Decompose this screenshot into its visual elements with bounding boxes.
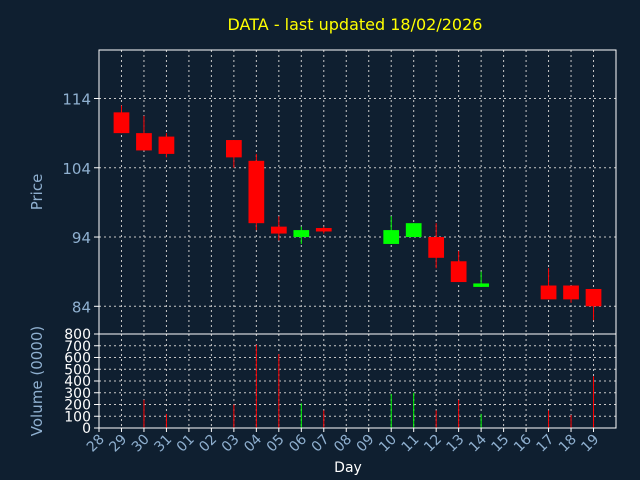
volume-tick-label: 800 xyxy=(64,327,91,343)
price-tick-label: 104 xyxy=(62,160,91,178)
candle-body xyxy=(136,133,152,151)
candle-body xyxy=(563,285,579,300)
day-tick-label: 16 xyxy=(511,431,535,455)
volume-tick-label: 600 xyxy=(64,351,91,367)
candle-body xyxy=(248,160,265,224)
candle-body xyxy=(585,288,602,307)
price-tick-label: 84 xyxy=(72,298,91,316)
day-tick-label: 18 xyxy=(556,432,580,456)
day-tick-label: 03 xyxy=(219,432,243,456)
candle-body xyxy=(428,237,445,258)
day-tick-label: 29 xyxy=(106,432,130,456)
day-tick-label: 19 xyxy=(578,432,602,456)
volume-tick-label: 200 xyxy=(64,398,91,414)
day-tick-label: 10 xyxy=(376,432,400,456)
day-tick-label: 01 xyxy=(174,432,198,456)
volume-tick-label: 400 xyxy=(64,374,91,390)
price-axis-label: Price xyxy=(28,174,46,211)
volume-tick-label: 700 xyxy=(64,339,91,355)
volume-tick-label: 0 xyxy=(82,421,91,437)
price-tick-label: 114 xyxy=(62,90,91,108)
x-axis-label: Day xyxy=(334,460,362,476)
candle-body xyxy=(383,230,400,244)
candle-body xyxy=(293,230,310,238)
volume-tick-label: 100 xyxy=(64,409,91,425)
day-tick-label: 04 xyxy=(241,431,265,455)
day-tick-label: 14 xyxy=(466,431,490,455)
day-tick-label: 13 xyxy=(444,432,468,456)
day-tick-label: 07 xyxy=(309,432,333,456)
candle-body xyxy=(450,261,467,283)
day-tick-label: 02 xyxy=(196,432,220,456)
day-tick-label: 06 xyxy=(286,431,310,455)
candle-body xyxy=(158,136,175,154)
candle-body xyxy=(113,112,130,134)
chart-title: DATA - last updated 18/02/2026 xyxy=(228,15,483,34)
day-tick-label: 17 xyxy=(533,432,557,456)
candle-body xyxy=(270,226,287,234)
day-tick-label: 05 xyxy=(264,432,288,456)
candle-body xyxy=(405,223,422,238)
day-tick-label: 15 xyxy=(489,432,513,456)
price-tick-label: 94 xyxy=(72,229,91,247)
candle-body xyxy=(226,140,242,158)
candle-body xyxy=(540,285,557,300)
day-tick-label: 09 xyxy=(354,432,378,456)
candle-body xyxy=(315,228,332,232)
volume-tick-label: 300 xyxy=(64,386,91,402)
day-tick-label: 31 xyxy=(151,432,175,456)
day-tick-label: 12 xyxy=(421,432,445,456)
volume-panel-frame xyxy=(98,333,617,429)
day-tick-label: 08 xyxy=(331,432,355,456)
price-panel-frame xyxy=(98,49,617,335)
day-tick-label: 30 xyxy=(129,432,153,456)
volume-tick-label: 500 xyxy=(64,362,91,378)
volume-axis-label: Volume (0000) xyxy=(28,326,46,436)
day-tick-label: 11 xyxy=(399,432,423,456)
candle-body xyxy=(473,283,489,287)
